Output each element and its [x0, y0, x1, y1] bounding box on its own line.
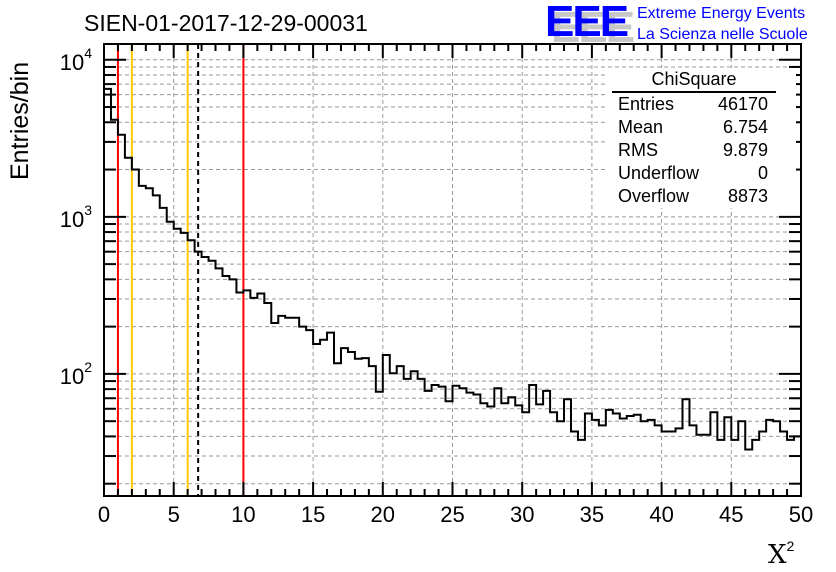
stats-label: Underflow	[618, 163, 700, 183]
x-axis-label-sup: 2	[786, 538, 795, 554]
stats-label: RMS	[618, 140, 658, 160]
y-tick-label: 103	[60, 202, 92, 232]
x-tick-label: 45	[719, 502, 743, 527]
logo-line-1: Extreme Energy Events	[637, 5, 806, 22]
stats-row-overflow: Overflow 8873	[608, 185, 796, 208]
x-tick-label: 50	[789, 502, 813, 527]
x-tick-label: 35	[580, 502, 604, 527]
stats-box: ChiSquare Entries 46170 Mean 6.754 RMS 9.87…	[608, 68, 796, 208]
marker-lines	[116, 44, 245, 496]
x-tick-label: 0	[98, 502, 110, 527]
tick-labels: 0 5 10 15 20 25 30 35 40 45 50 104 103 102	[60, 45, 814, 527]
logo-line-2: La Scienza nelle Scuole	[637, 26, 808, 43]
histogram-title: SIEN-01-2017-12-29-00031	[84, 10, 368, 36]
x-tick-label: 30	[510, 502, 534, 527]
histogram-step-line	[103, 87, 801, 496]
stats-value: 8873	[727, 186, 768, 206]
stats-label: Overflow	[618, 186, 690, 206]
stats-value: 6.754	[722, 117, 768, 137]
stats-value: 0	[757, 163, 768, 183]
stats-value: 46170	[717, 94, 768, 114]
x-axis-label: X2	[768, 538, 794, 570]
x-tick-label: 5	[168, 502, 180, 527]
x-tick-label: 20	[371, 502, 395, 527]
stats-row-mean: Mean 6.754	[608, 116, 796, 139]
stats-row-rms: RMS 9.879	[608, 139, 796, 162]
y-tick-label: 102	[60, 359, 92, 389]
x-tick-label: 25	[440, 502, 464, 527]
eee-logo: EEE	[545, 0, 635, 44]
x-axis-label-base: X	[768, 540, 787, 570]
x-tick-label: 15	[301, 502, 325, 527]
stats-row-entries: Entries 46170	[608, 93, 796, 116]
logo-text: Extreme Energy Events La Scienza nelle S…	[637, 3, 808, 45]
stats-row-underflow: Underflow 0	[608, 162, 796, 185]
y-tick-label: 104	[60, 45, 92, 75]
x-tick-label: 40	[649, 502, 673, 527]
stats-label: Entries	[618, 94, 675, 114]
x-tick-label: 10	[231, 502, 255, 527]
stats-label: Mean	[618, 117, 664, 137]
stats-value: 9.879	[722, 140, 768, 160]
stats-title: ChiSquare	[612, 68, 776, 93]
y-axis-label: Entries/bin	[6, 61, 34, 180]
axes	[103, 43, 802, 497]
logo-mark: EEE	[545, 0, 629, 46]
